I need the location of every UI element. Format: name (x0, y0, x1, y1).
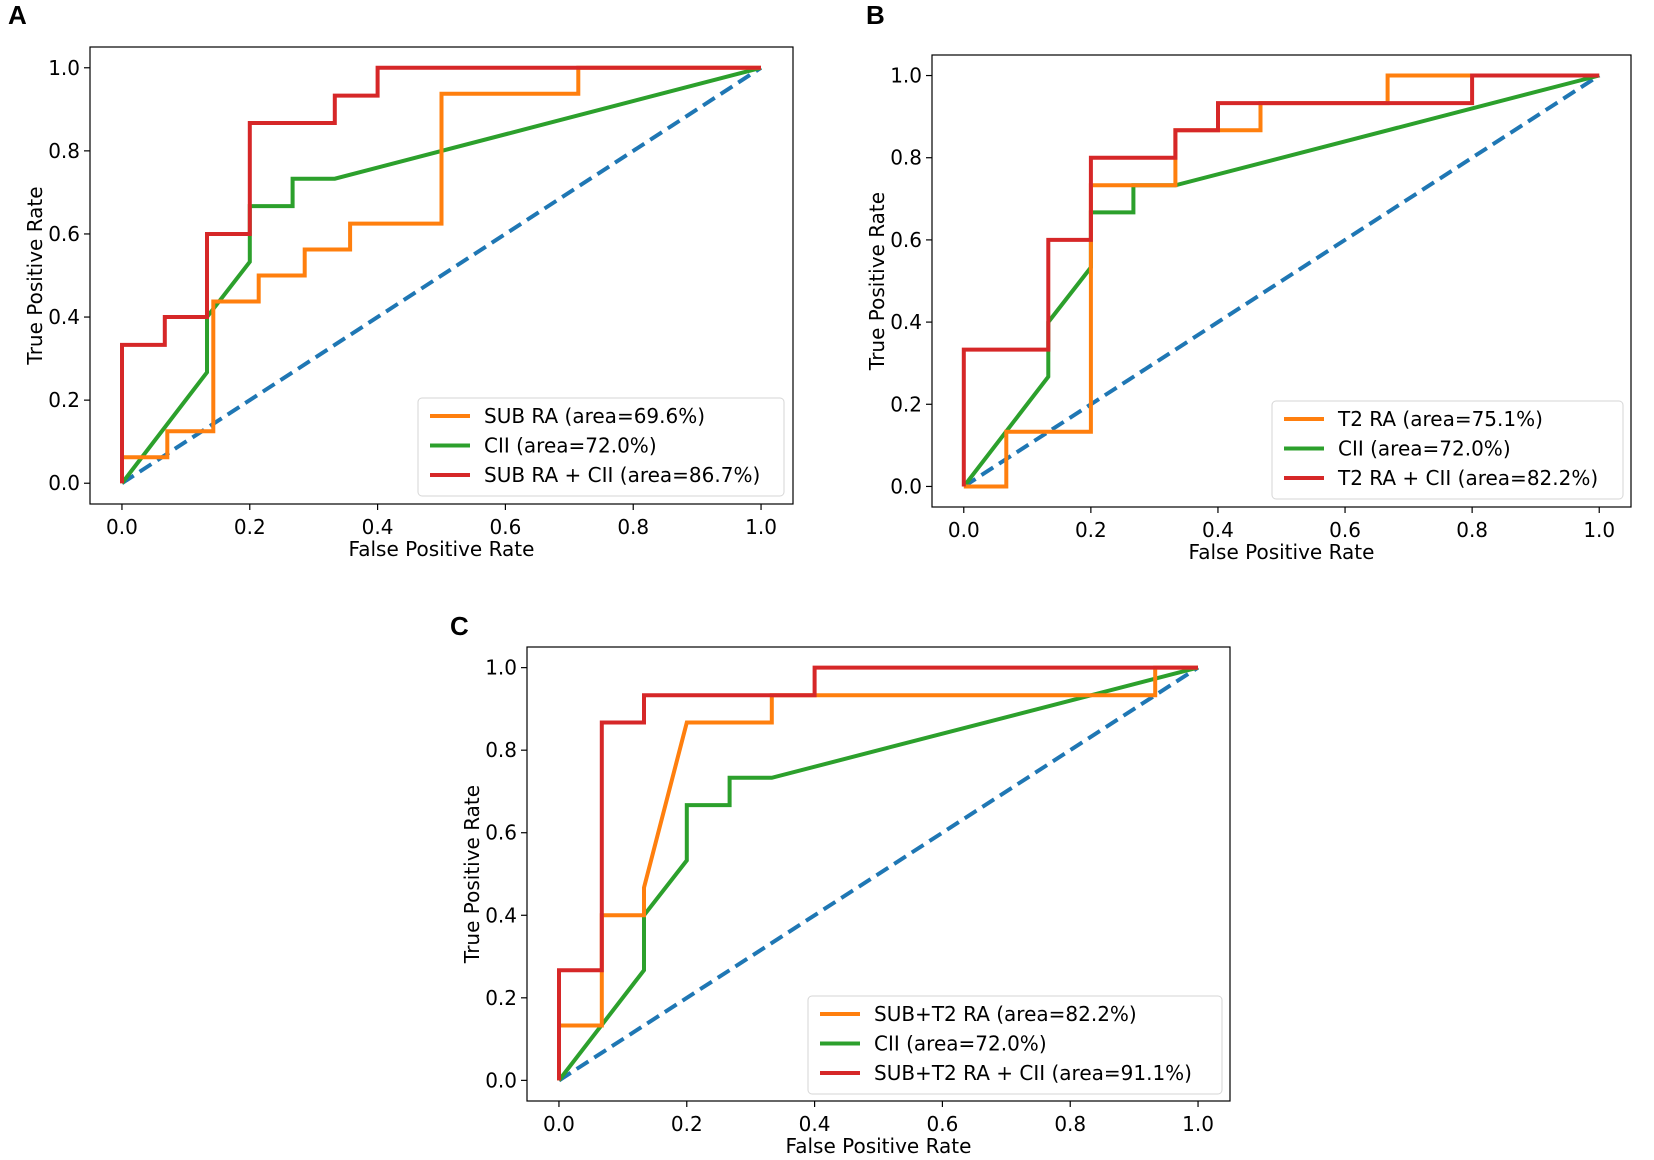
roc-panel-a: A 0.0 0.2 0.4 0.6 0.8 1.0 0.0 0.2 0.4 0.6 0.8 1.0 Fal… (8, 0, 794, 561)
x-tick-label: 0.4 (362, 515, 394, 539)
panel-letter: A (8, 0, 27, 30)
roc-curve-series-2 (557, 665, 1198, 1081)
x-tick-label: 1.0 (1583, 518, 1615, 542)
roc-curve-series-1 (557, 665, 1199, 1082)
x-axis-label: False Positive Rate (786, 1134, 972, 1158)
y-tick-label: 0.4 (48, 305, 80, 329)
legend-entry: SUB RA (area=69.6%) (484, 404, 705, 428)
legend-entry: SUB+T2 RA + CII (area=91.1%) (874, 1061, 1192, 1085)
roc-curve-series-2 (961, 73, 1600, 487)
y-tick-label: 0.0 (485, 1068, 517, 1092)
y-tick-label: 0.4 (485, 903, 517, 927)
y-axis-label: True Positive Rate (460, 785, 484, 964)
y-tick-label: 0.2 (485, 986, 517, 1010)
y-tick-label: 0.6 (48, 222, 80, 246)
x-tick-label: 0.8 (1054, 1112, 1086, 1136)
y-tick-label: 0.8 (48, 139, 80, 163)
legend-entry: T2 RA (area=75.1%) (1337, 407, 1543, 431)
legend: SUB RA (area=69.6%) CII (area=72.0%) SUB R… (417, 397, 785, 497)
x-tick-label: 0.8 (1456, 518, 1488, 542)
x-tick-label: 0.0 (948, 518, 980, 542)
x-tick-label: 0.6 (927, 1112, 959, 1136)
roc-panel-c: C 0.0 0.2 0.4 0.6 0.8 1.0 0.0 0.2 0.4 0.6 0.8 1.0 Fal… (450, 611, 1231, 1158)
legend-entry: CII (area=72.0%) (1338, 437, 1511, 461)
axes-frame (931, 54, 1632, 508)
x-tick-label: 0.8 (617, 515, 649, 539)
legend-frame (807, 995, 1223, 1095)
y-tick-label: 0.2 (890, 392, 922, 416)
y-tick-label: 0.0 (890, 474, 922, 498)
x-tick-label: 1.0 (745, 515, 777, 539)
x-tick-label: 0.2 (234, 515, 266, 539)
legend-entry: SUB+T2 RA (area=82.2%) (874, 1002, 1137, 1026)
legend: T2 RA (area=75.1%) CII (area=72.0%) T2 RA … (1271, 400, 1624, 500)
x-tick-label: 0.0 (106, 515, 138, 539)
legend-entry: T2 RA + CII (area=82.2%) (1337, 466, 1598, 490)
y-tick-label: 0.6 (890, 228, 922, 252)
x-tick-label: 0.6 (490, 515, 522, 539)
x-tick-label: 0.4 (1202, 518, 1234, 542)
x-tick-label: 0.0 (543, 1112, 575, 1136)
legend-entry: CII (area=72.0%) (484, 434, 657, 458)
x-axis-label: False Positive Rate (349, 537, 535, 561)
chance-diagonal-line (962, 73, 1601, 489)
y-tick-label: 0.8 (890, 146, 922, 170)
axes-frame (526, 646, 1231, 1102)
y-tick-label: 0.0 (48, 471, 80, 495)
x-tick-label: 0.4 (799, 1112, 831, 1136)
x-tick-label: 0.2 (671, 1112, 703, 1136)
panel-letter: B (866, 0, 885, 30)
roc-curve-series-0 (120, 65, 761, 484)
y-tick-label: 1.0 (48, 56, 80, 80)
chance-diagonal-line (557, 665, 1200, 1083)
axes-frame (89, 46, 794, 505)
y-tick-label: 0.8 (485, 738, 517, 762)
x-tick-label: 0.6 (1329, 518, 1361, 542)
roc-panel-b: B 0.0 0.2 0.4 0.6 0.8 1.0 0.0 0.2 0.4 0.6 0.8 1.0 Fal… (865, 0, 1632, 564)
legend-entry: CII (area=72.0%) (874, 1032, 1047, 1056)
chance-diagonal-line (120, 66, 763, 485)
legend-frame (417, 397, 785, 497)
panel-letter: C (450, 611, 469, 641)
roc-curve-series-2 (120, 65, 761, 484)
y-tick-label: 0.2 (48, 388, 80, 412)
y-axis-label: True Positive Rate (865, 192, 889, 371)
x-axis-label: False Positive Rate (1189, 540, 1375, 564)
legend: SUB+T2 RA (area=82.2%) CII (area=72.0%) SU… (807, 995, 1223, 1095)
y-tick-label: 1.0 (485, 656, 517, 680)
x-tick-label: 1.0 (1182, 1112, 1214, 1136)
y-tick-label: 0.4 (890, 310, 922, 334)
y-tick-label: 1.0 (890, 64, 922, 88)
y-axis-label: True Positive Rate (23, 186, 47, 365)
x-tick-label: 0.2 (1075, 518, 1107, 542)
roc-curve-series-0 (557, 665, 1198, 1081)
legend-frame (1271, 400, 1624, 500)
y-tick-label: 0.6 (485, 821, 517, 845)
legend-entry: SUB RA + CII (area=86.7%) (484, 463, 760, 487)
